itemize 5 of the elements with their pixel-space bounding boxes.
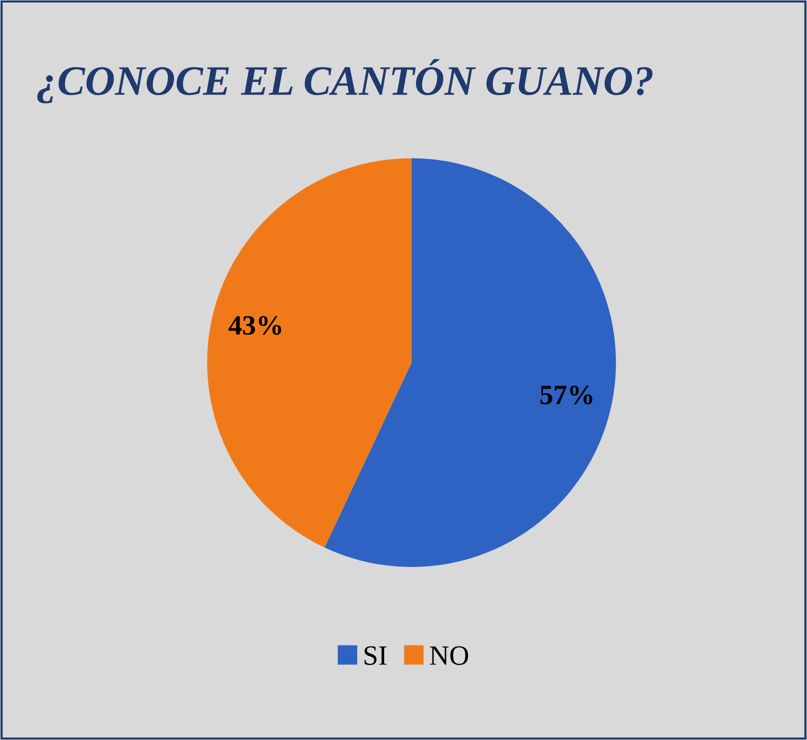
data-label: 57% <box>540 386 592 404</box>
legend-label: SI <box>364 646 386 665</box>
chart-title: ¿CONOCE EL CANTÓN GUANO? <box>37 59 653 104</box>
legend-label: NO <box>430 646 468 665</box>
data-label: 43% <box>228 316 282 335</box>
